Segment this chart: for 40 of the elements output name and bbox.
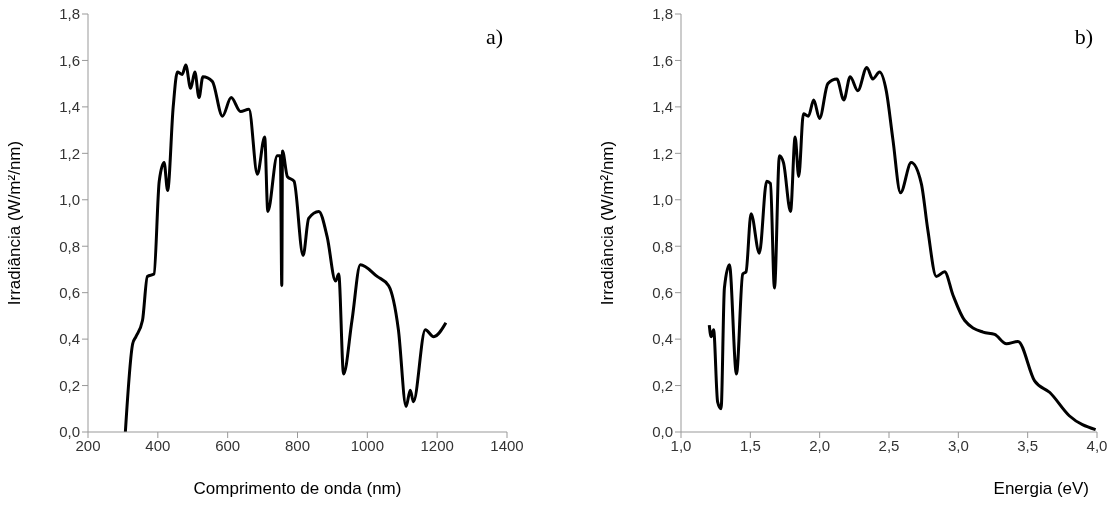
y-tick-label: 1,6: [59, 51, 80, 69]
x-tick-label: 2,0: [809, 436, 831, 454]
y-tick-label: 1,2: [59, 144, 80, 162]
annotation: a): [485, 24, 503, 50]
line-series: [707, 65, 1097, 432]
x-tick-label: 3,5: [1017, 436, 1039, 454]
y-tick-label: 1,0: [59, 191, 80, 209]
x-tick-label: 3,0: [947, 436, 969, 454]
y-tick-label: 0,6: [59, 283, 80, 301]
x-tick-label: 1400: [490, 436, 524, 454]
x-tick-label: 1200: [420, 436, 454, 454]
x-tick-label: 1,5: [739, 436, 761, 454]
y-tick-label: 1,8: [652, 5, 673, 23]
y-tick-label: 1,2: [652, 144, 673, 162]
x-tick-label: 1000: [350, 436, 385, 454]
x-tick-label: 800: [284, 436, 311, 454]
y-tick-label: 1,4: [652, 98, 673, 116]
annotation: b): [1074, 24, 1093, 50]
x-tick-label: 4,0: [1086, 436, 1108, 454]
line-series: [123, 63, 448, 432]
y-tick-label: 1,6: [652, 51, 673, 69]
x-axis-title: Energia (eV): [993, 479, 1089, 498]
y-tick-label: 0,8: [652, 237, 673, 255]
y-tick-label: 1,8: [59, 5, 80, 23]
y-tick-label: 0,8: [59, 237, 80, 255]
x-tick-label: 600: [215, 436, 241, 454]
y-tick-label: 0,0: [652, 423, 673, 441]
x-axis-title: Comprimento de onda (nm): [193, 479, 402, 498]
y-tick-label: 0,2: [59, 376, 80, 394]
y-axis-title: Irradiância (W/m²/nm): [5, 140, 25, 306]
y-axis-title: Irradiância (W/m²/nm): [598, 140, 618, 306]
y-tick-label: 1,4: [59, 98, 80, 116]
y-tick-label: 0,6: [652, 283, 673, 301]
x-tick-label: 1,0: [670, 436, 692, 454]
x-tick-label: 2,5: [878, 436, 900, 454]
y-tick-label: 0,4: [59, 330, 80, 348]
y-tick-label: 0,4: [652, 330, 673, 348]
x-tick-label: 400: [145, 436, 171, 454]
y-tick-label: 1,0: [652, 191, 673, 209]
y-tick-label: 0,2: [652, 376, 673, 394]
